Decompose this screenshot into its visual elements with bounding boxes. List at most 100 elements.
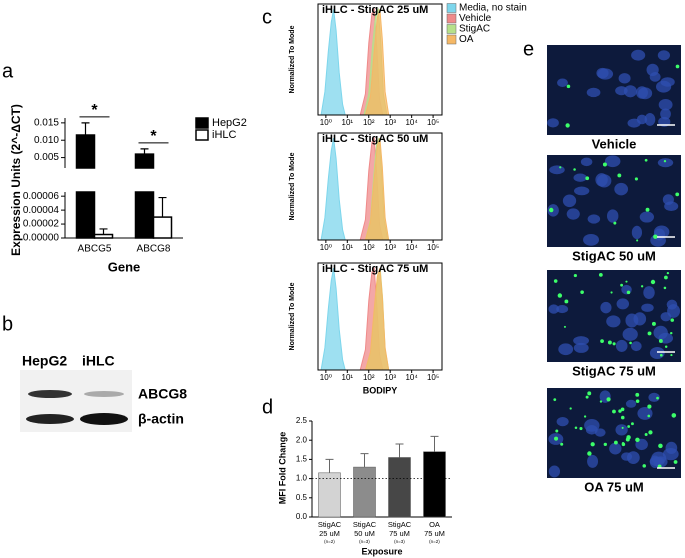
lipid-droplet	[635, 392, 640, 397]
bar	[134, 153, 155, 169]
lipid-droplet	[673, 460, 678, 464]
nucleus	[616, 298, 630, 310]
lipid-droplet	[585, 176, 590, 181]
blot-band-label: ABCG8	[138, 386, 187, 402]
nucleus	[558, 343, 574, 356]
x-tick-note: (n=3)	[394, 539, 405, 544]
lipid-droplet	[585, 395, 589, 399]
y-tick-label: 0.015	[34, 118, 59, 129]
nucleus	[633, 312, 647, 326]
nucleus	[644, 112, 656, 126]
chart-title: iHLC - StigAC 75 uM	[322, 263, 428, 275]
nucleus	[648, 392, 660, 402]
error-bar	[360, 453, 369, 468]
nucleus	[665, 441, 678, 455]
lipid-droplet	[651, 321, 656, 326]
x-tick-label: ABCG8	[137, 244, 171, 255]
lipid-droplet	[563, 325, 566, 328]
nucleus	[653, 325, 668, 340]
nucleus	[587, 214, 601, 224]
y-tick-label: 2.0	[296, 435, 308, 444]
lipid-droplet	[573, 168, 576, 171]
y-tick-label: 0.005	[34, 152, 59, 163]
panel-label: b	[2, 313, 13, 335]
x-tick-note: (n=2)	[324, 539, 335, 544]
lipid-droplet	[664, 345, 668, 349]
lipid-droplet	[606, 397, 611, 402]
bar	[75, 191, 96, 239]
lipid-droplet	[666, 271, 670, 275]
nucleus	[586, 87, 601, 98]
nucleus	[587, 454, 599, 468]
lipid-droplet	[627, 425, 631, 428]
lipid-droplet	[602, 162, 607, 167]
bar	[75, 134, 96, 169]
error-bar	[325, 458, 334, 473]
lipid-droplet	[554, 436, 559, 441]
y-axis-label: Normalized To Mode	[289, 25, 296, 93]
nucleus	[641, 303, 654, 312]
x-tick-label: 25 uM	[319, 529, 340, 538]
nucleus	[548, 465, 561, 478]
nucleus	[621, 284, 632, 295]
panel-label: c	[262, 6, 272, 28]
panel-label: d	[262, 396, 273, 418]
x-tick-label: 10⁰	[320, 243, 332, 252]
y-tick-label: 2.5	[296, 416, 308, 425]
nucleus	[574, 186, 590, 196]
x-tick-label: 10⁵	[427, 243, 439, 252]
y-tick-label: 1.0	[296, 474, 308, 483]
lipid-droplet	[629, 341, 632, 345]
lipid-droplet	[675, 192, 680, 197]
nucleus	[631, 225, 643, 240]
legend-label: Vehicle	[459, 13, 492, 24]
histogram-area	[320, 9, 346, 116]
x-tick-note: (n=3)	[359, 539, 370, 544]
nucleus	[604, 155, 621, 168]
x-tick-label: 10¹	[342, 118, 354, 127]
x-tick-label: 10³	[384, 118, 396, 127]
legend-swatch	[446, 24, 457, 34]
x-tick-label: 10³	[384, 373, 396, 382]
lipid-droplet	[620, 283, 624, 287]
x-axis-label: Exposure	[361, 546, 402, 556]
y-tick-label: 0.0	[296, 512, 308, 521]
lipid-droplet	[670, 354, 673, 357]
nucleus	[600, 301, 612, 314]
lipid-droplet	[659, 353, 663, 357]
lipid-droplet	[663, 286, 667, 290]
x-tick-label: ABCG5	[78, 244, 112, 255]
plot-frame	[317, 262, 443, 371]
lipid-droplet	[580, 290, 584, 294]
image-caption: OA 75 uM	[584, 479, 643, 494]
lipid-droplet	[647, 414, 651, 418]
plot-frame	[317, 3, 443, 116]
bar	[318, 472, 341, 518]
nucleus	[662, 194, 674, 205]
lipid-droplet	[569, 407, 572, 410]
lipid-droplet	[579, 426, 583, 431]
nucleus	[649, 347, 665, 359]
nucleus	[618, 73, 631, 84]
lipid-droplet	[620, 407, 625, 412]
x-tick-label: 10⁰	[320, 118, 332, 127]
bar	[134, 191, 155, 239]
chart-title: iHLC - StigAC 50 uM	[322, 133, 428, 145]
nucleus	[557, 78, 568, 87]
y-tick-label: 0.010	[34, 135, 59, 146]
nucleus	[615, 424, 628, 436]
x-tick-label: 10²	[363, 118, 375, 127]
error-bar	[140, 148, 149, 155]
nucleus	[660, 108, 671, 120]
lipid-droplet	[653, 234, 658, 239]
x-tick-label: 10¹	[342, 373, 354, 382]
x-tick-label: 10²	[363, 243, 375, 252]
x-tick-label: 10⁵	[427, 118, 439, 127]
legend-label: StigAC	[459, 24, 490, 35]
lipid-droplet	[630, 422, 634, 426]
lipid-droplet	[648, 430, 653, 435]
lipid-droplet	[553, 398, 557, 402]
x-tick-label: OA	[429, 520, 440, 529]
nucleus	[614, 182, 629, 196]
y-tick-label: 0.00002	[23, 219, 60, 230]
